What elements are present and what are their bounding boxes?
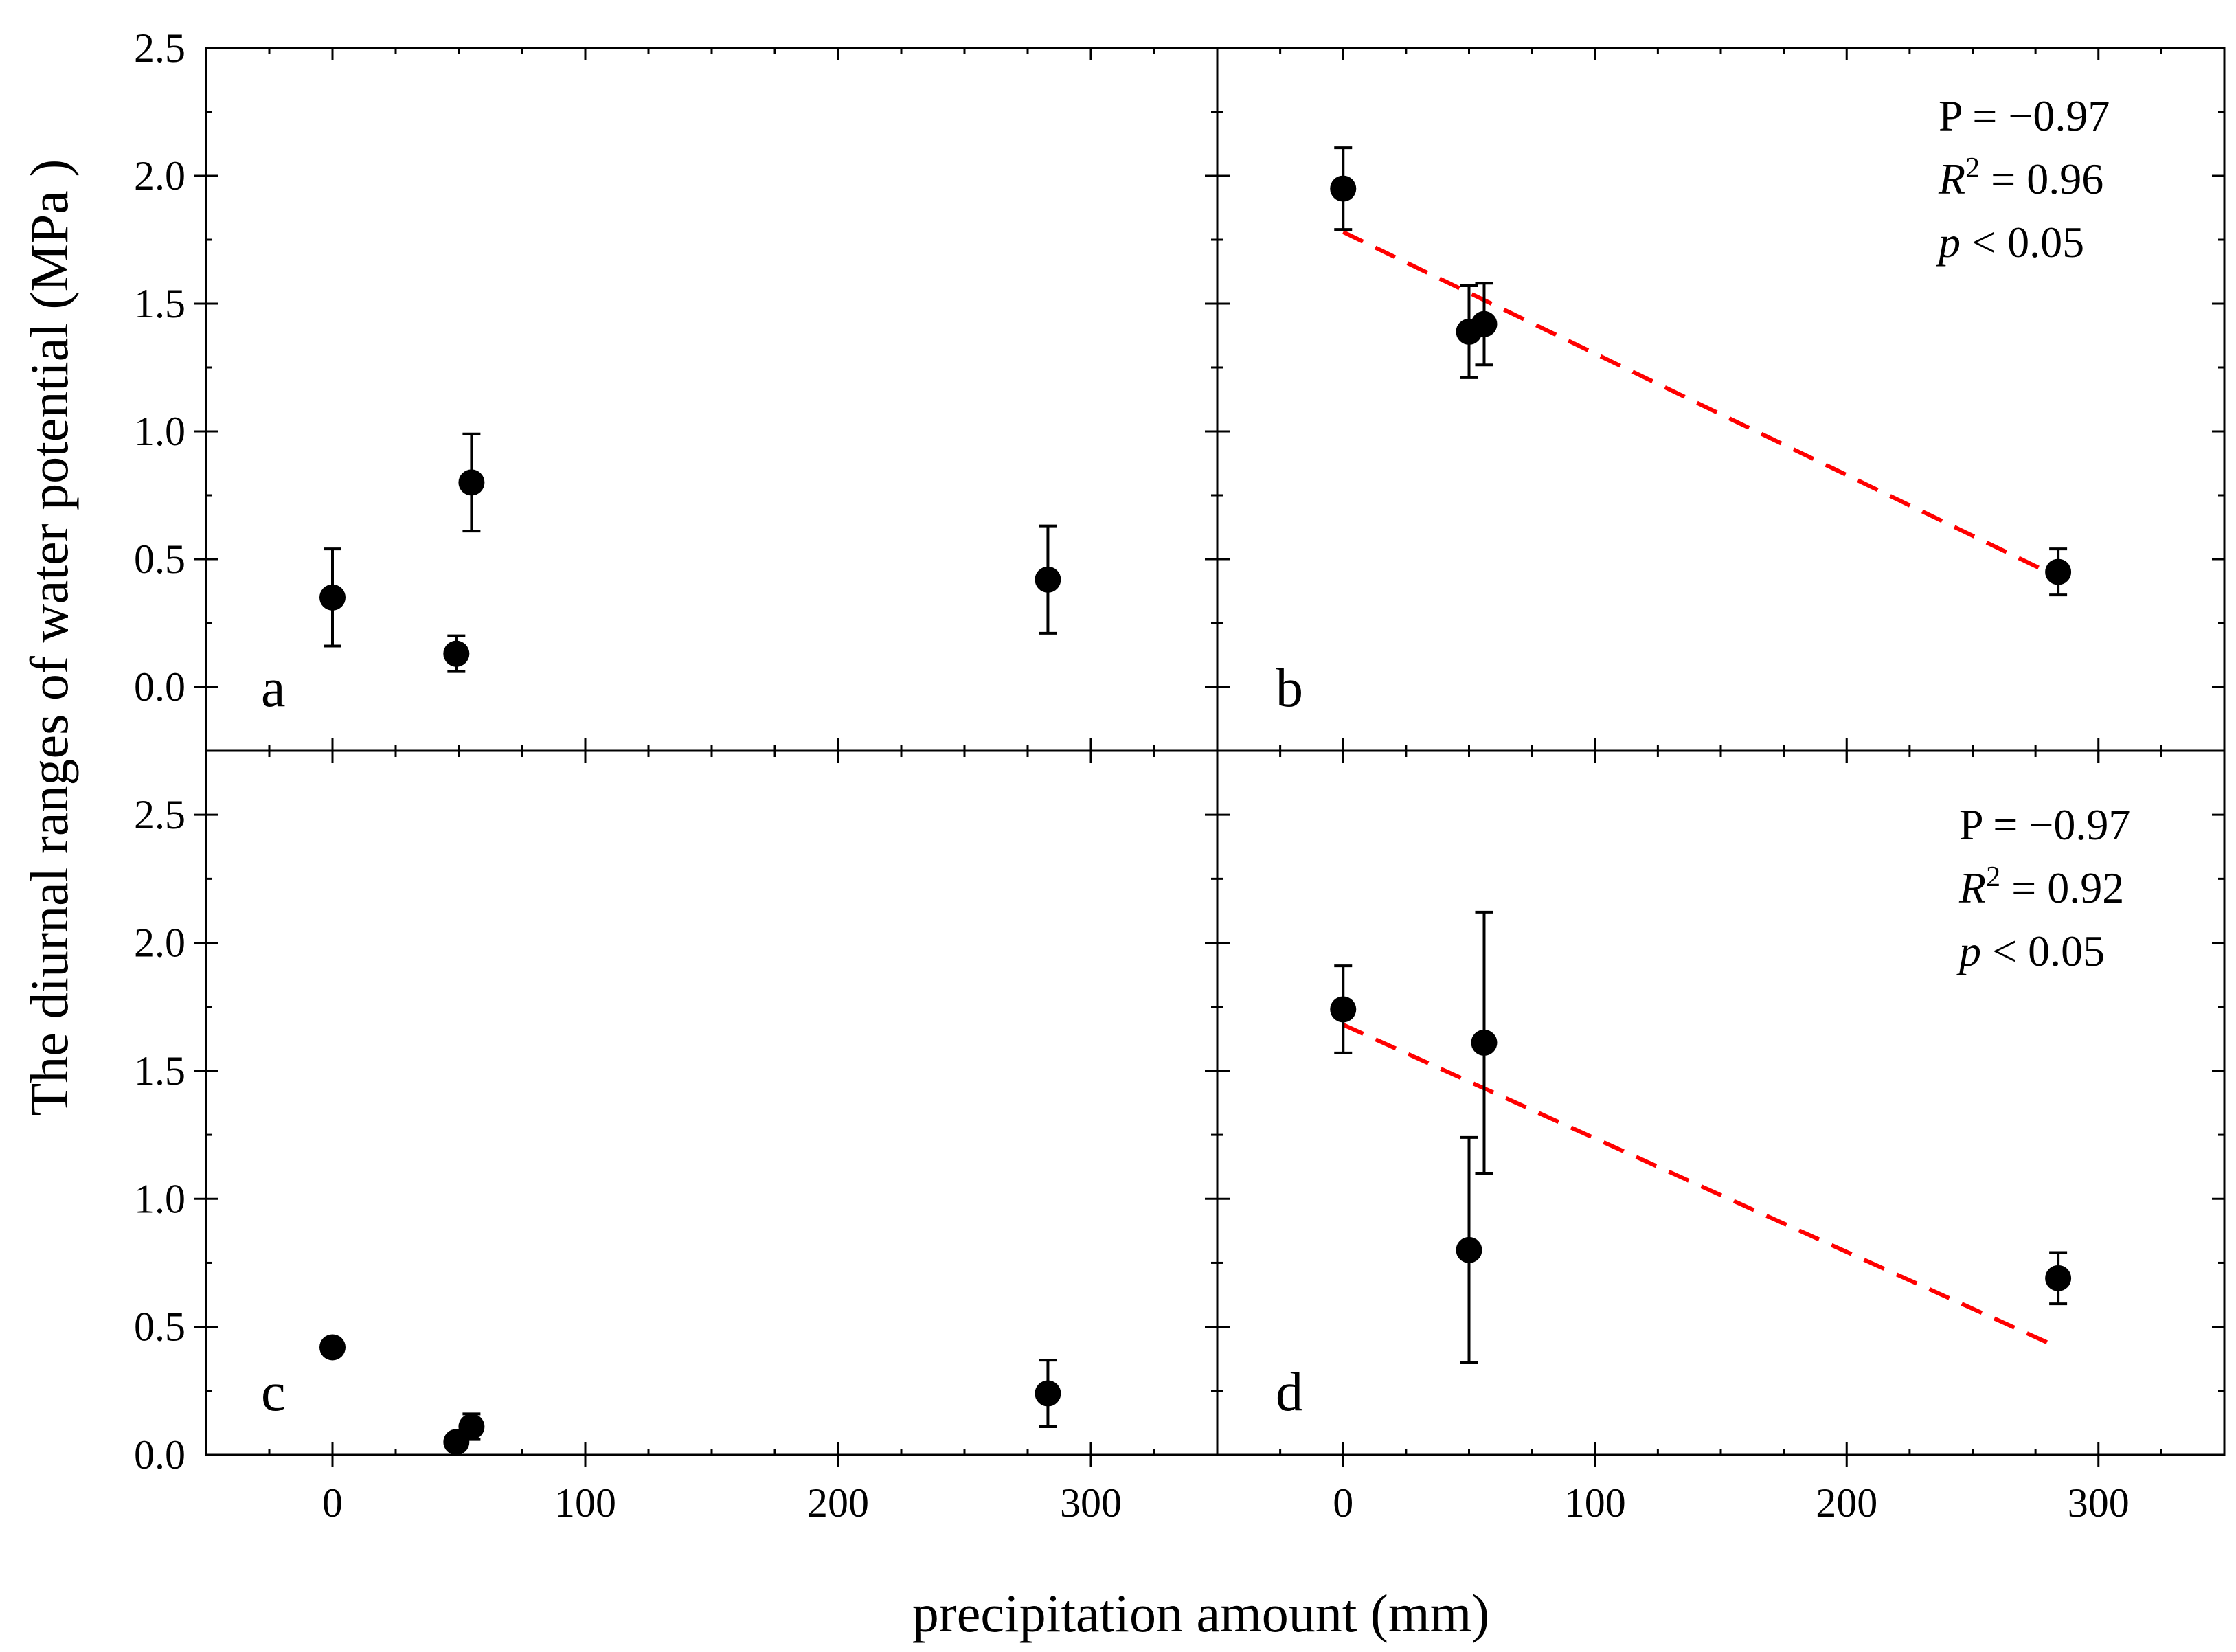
data-point (458, 469, 485, 496)
panel-label: d (1276, 1362, 1303, 1423)
data-point (458, 1414, 485, 1440)
data-point (1330, 996, 1357, 1023)
y-axis-title: The diurnal ranges of water potential (M… (19, 159, 79, 1116)
stat-pearson: P = −0.97 (1959, 800, 2130, 849)
x-tick-label: 100 (1564, 1480, 1626, 1526)
y-tick-label: 0.5 (134, 536, 185, 582)
data-point (319, 1334, 346, 1361)
y-tick-label: 1.0 (134, 409, 185, 454)
panel-frame (205, 47, 1219, 752)
data-point (1035, 566, 1061, 593)
x-tick-label: 0 (322, 1480, 343, 1526)
panels: 0.0 0.5 1.0 1.5 2.0 2.5 a b P = −0.97 R2 = 0.96 p … (134, 25, 2226, 1526)
panel-label: c (261, 1362, 286, 1423)
y-tick-label: 2.0 (134, 153, 185, 199)
data-point (1330, 175, 1357, 202)
y-tick-label: 2.5 (134, 25, 185, 71)
x-axis-title: precipitation amount (mm) (912, 1583, 1489, 1643)
x-tick-label: 0 (1333, 1480, 1353, 1526)
stat-p-value: p < 0.05 (1956, 927, 2105, 975)
y-tick-label: 0.0 (134, 664, 185, 710)
y-tick-label: 0.5 (134, 1304, 185, 1350)
stat-r-squared: R2 = 0.92 (1958, 861, 2124, 912)
data-point (1035, 1380, 1061, 1407)
x-tick-label: 300 (1060, 1480, 1122, 1526)
y-tick-label: 0.0 (134, 1432, 185, 1478)
panel-frame (205, 749, 1219, 1456)
panel-frame (1216, 749, 2226, 1456)
x-tick-label: 200 (1816, 1480, 1877, 1526)
panel-c: 0 100 200 300 0.0 0.5 1.0 1.5 2.0 2.5 c (134, 749, 1219, 1526)
stat-p-value: p < 0.05 (1936, 218, 2084, 267)
y-tick-label: 1.5 (134, 1048, 185, 1094)
panel-label: b (1276, 658, 1303, 718)
data-point (2045, 558, 2072, 585)
y-tick-label: 2.0 (134, 920, 185, 966)
data-point (319, 584, 346, 611)
data-point (1456, 1236, 1482, 1263)
x-tick-label: 200 (807, 1480, 869, 1526)
data-point (1471, 310, 1498, 337)
panel-frame (1216, 47, 2226, 752)
panel-a: 0.0 0.5 1.0 1.5 2.0 2.5 a (134, 25, 1219, 763)
data-point (443, 640, 470, 667)
x-tick-label: 100 (554, 1480, 616, 1526)
x-tick-label: 300 (2068, 1480, 2130, 1526)
panel-d: 0 100 200 300 d P = −0.97 R2 = 0.92 p < 0.05 (1216, 749, 2226, 1526)
panel-label: a (261, 658, 286, 718)
regression-line (1342, 1023, 2059, 1350)
panel-b: b P = −0.97 R2 = 0.96 p < 0.05 (1216, 47, 2226, 763)
data-point (1471, 1029, 1498, 1056)
y-tick-label: 1.0 (134, 1176, 185, 1221)
y-tick-label: 1.5 (134, 281, 185, 326)
y-tick-label: 2.5 (134, 792, 185, 837)
stat-r-squared: R2 = 0.96 (1938, 152, 2103, 203)
stat-pearson: P = −0.97 (1939, 91, 2110, 140)
data-point (2045, 1265, 2072, 1291)
regression-line (1342, 230, 2059, 579)
